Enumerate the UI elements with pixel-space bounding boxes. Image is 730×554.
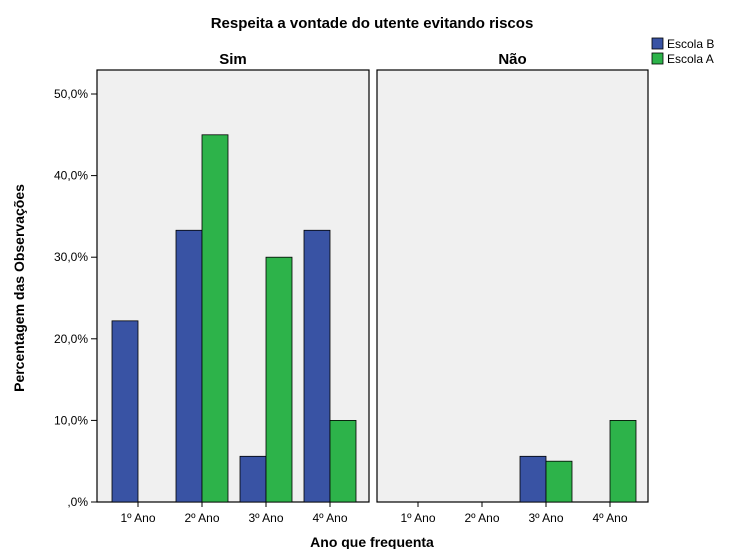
y-tick-label: 40,0% bbox=[54, 169, 88, 183]
panel-title: Sim bbox=[219, 51, 247, 68]
y-axis: ,0% 10,0% 20,0% 30,0% 40,0% 50,0% bbox=[54, 87, 97, 509]
y-tick-label: ,0% bbox=[67, 495, 88, 509]
y-tick-label: 50,0% bbox=[54, 87, 88, 101]
bar-escola-a bbox=[201, 134, 229, 503]
bar-escola-a bbox=[265, 256, 293, 503]
x-axis-label: Ano que frequenta bbox=[310, 534, 434, 549]
legend-swatch bbox=[651, 37, 664, 50]
legend-label: Escola B bbox=[667, 37, 714, 51]
bar-escola-b bbox=[239, 455, 267, 503]
x-tick-label: 4º Ano bbox=[312, 511, 347, 525]
panel-background bbox=[376, 69, 649, 503]
y-tick-label: 10,0% bbox=[54, 413, 88, 427]
chart-title: Respeita a vontade do utente evitando ri… bbox=[211, 15, 534, 32]
bar-escola-b bbox=[175, 229, 203, 503]
legend-label: Escola A bbox=[667, 52, 714, 66]
bar-escola-b bbox=[519, 455, 547, 503]
x-tick-label: 3º Ano bbox=[528, 511, 563, 525]
y-tick-label: 20,0% bbox=[54, 332, 88, 346]
x-tick-label: 3º Ano bbox=[248, 511, 283, 525]
x-tick-label: 4º Ano bbox=[592, 511, 627, 525]
bar-escola-a bbox=[545, 460, 573, 503]
x-tick-label: 1º Ano bbox=[120, 511, 155, 525]
x-tick-label: 1º Ano bbox=[400, 511, 435, 525]
bar-escola-b bbox=[111, 320, 139, 503]
bar-escola-a bbox=[329, 419, 357, 503]
panel-title: Não bbox=[498, 51, 526, 68]
bar-escola-a bbox=[609, 419, 637, 503]
panel-nao: Não 1º Ano 2º Ano 3º Ano 4º Ano bbox=[376, 51, 649, 525]
legend-swatch bbox=[651, 52, 664, 65]
bar-escola-b bbox=[303, 229, 331, 503]
panel-sim: Sim 1º Ano 2º Ano 3º Ano 4º Ano bbox=[96, 51, 370, 525]
x-tick-label: 2º Ano bbox=[184, 511, 219, 525]
panels: Sim 1º Ano 2º Ano 3º Ano 4º Ano Não 1º Ano 2º A… bbox=[96, 51, 649, 525]
y-tick-label: 30,0% bbox=[54, 250, 88, 264]
y-axis-label: Percentagem das Observações bbox=[11, 184, 27, 392]
x-tick-label: 2º Ano bbox=[464, 511, 499, 525]
